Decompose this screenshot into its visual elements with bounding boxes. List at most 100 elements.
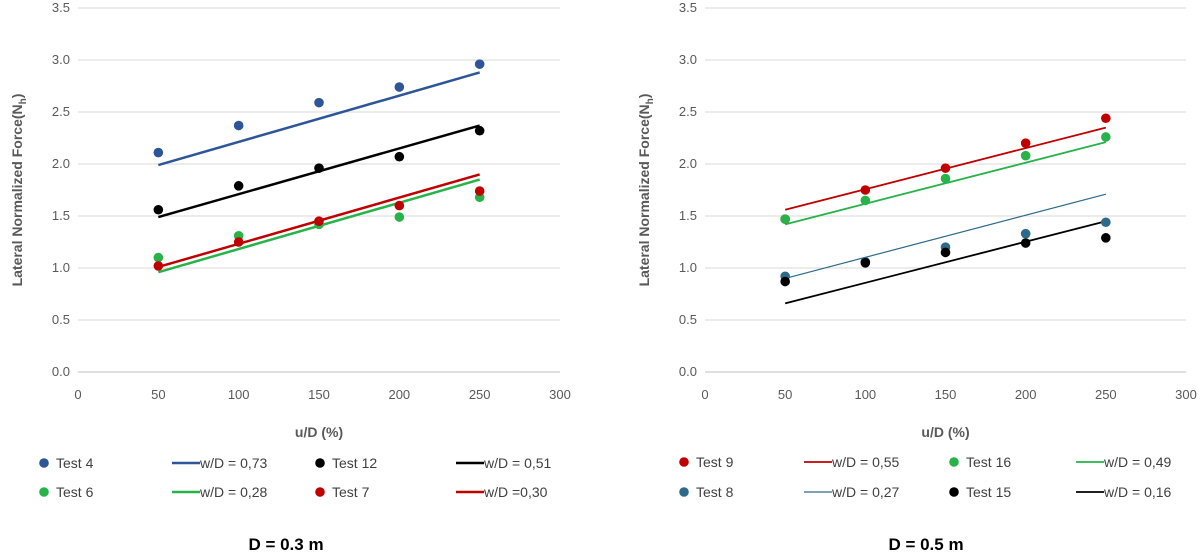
legend-label: w/D = 0,28 [199, 484, 268, 500]
x-tick-label: 0 [74, 387, 81, 402]
data-point [1020, 138, 1031, 148]
data-point [860, 195, 871, 206]
data-point [1020, 228, 1031, 239]
data-point [394, 200, 405, 211]
data-point [860, 258, 871, 268]
legend-marker [39, 458, 49, 468]
y-axis-label-main: Lateral Normalized Force(N [636, 104, 652, 286]
legend-label: w/D = 0,27 [831, 484, 900, 500]
y-tick-label: 1.5 [52, 208, 70, 223]
legend-label: w/D = 0,51 [483, 455, 552, 471]
x-axis-label: u/D (%) [921, 424, 969, 440]
x-tick-label: 150 [935, 387, 957, 402]
legend-marker [679, 487, 689, 497]
legend-label: Test 7 [332, 484, 370, 500]
x-tick-label: 300 [549, 387, 571, 402]
data-point [1101, 233, 1111, 243]
legend-label: Test 16 [966, 454, 1011, 470]
x-tick-label: 200 [1015, 387, 1037, 402]
legend-marker [39, 487, 49, 497]
data-point [1020, 150, 1031, 161]
legend-marker [679, 457, 689, 467]
legend-label: Test 9 [696, 454, 734, 470]
data-point [233, 181, 244, 191]
data-point [314, 163, 324, 173]
legend-marker [315, 458, 325, 468]
y-tick-label: 0.0 [52, 364, 70, 379]
legend-label: w/D =0,30 [483, 484, 548, 500]
data-point [314, 216, 324, 226]
legend-label: Test 8 [696, 484, 734, 500]
data-point [233, 120, 244, 131]
x-tick-label: 50 [778, 387, 792, 402]
y-tick-label: 2.0 [679, 156, 697, 171]
x-tick-label: 100 [228, 387, 250, 402]
legend-label: Test 15 [966, 484, 1011, 500]
data-point [474, 186, 485, 196]
y-axis-label-close: ) [636, 94, 652, 99]
data-point [780, 276, 790, 287]
trendline [785, 193, 1106, 279]
y-tick-label: 0.5 [679, 312, 697, 327]
data-point [940, 173, 951, 184]
data-point [1020, 238, 1031, 248]
trendline [157, 71, 481, 167]
legend-label: w/D = 0,16 [1103, 484, 1172, 500]
data-point [940, 163, 951, 173]
data-point [394, 212, 405, 222]
data-point [394, 151, 405, 162]
y-tick-label: 1.0 [679, 260, 697, 275]
x-tick-label: 0 [701, 387, 708, 402]
legend-marker [949, 457, 959, 467]
y-axis-label: Lateral Normalized Force(Nh) [9, 94, 29, 287]
chart-caption: D = 0.5 m [888, 535, 963, 554]
data-point [153, 204, 164, 215]
x-tick-label: 50 [151, 387, 165, 402]
x-tick-label: 100 [854, 387, 876, 402]
y-axis-label-main: Lateral Normalized Force(N [9, 104, 25, 286]
chart-panel-1: 0.0 0.5 1.0 1.5 2.0 2.5 3.0 3.5 0 50 100 150 200 250 3… [9, 0, 571, 554]
data-point [474, 59, 485, 69]
y-tick-label: 3.0 [52, 52, 70, 67]
y-tick-label: 0.5 [52, 312, 70, 327]
y-tick-label: 0.0 [679, 364, 697, 379]
x-axis-label: u/D (%) [295, 424, 343, 440]
legend-marker [949, 487, 959, 497]
y-axis-label-subscript: h [645, 98, 656, 104]
data-point [940, 247, 951, 258]
legend-label: Test 4 [56, 455, 94, 471]
data-point [153, 252, 164, 263]
y-axis-label: Lateral Normalized Force(Nh) [636, 94, 656, 287]
y-axis-label-close: ) [9, 94, 25, 99]
data-point [1101, 217, 1111, 228]
trendline [784, 220, 1107, 305]
y-tick-label: 2.0 [52, 156, 70, 171]
y-axis-label-subscript: h [18, 98, 29, 104]
x-tick-label: 250 [469, 387, 491, 402]
data-point [153, 261, 164, 271]
data-point [1101, 113, 1111, 124]
legend-label: Test 12 [332, 455, 377, 471]
legend-label: Test 6 [56, 484, 94, 500]
y-tick-label: 1.5 [679, 208, 697, 223]
x-tick-label: 300 [1175, 387, 1197, 402]
data-point [780, 214, 790, 224]
data-point [233, 237, 244, 247]
y-tick-label: 3.5 [52, 0, 70, 15]
y-tick-label: 3.5 [679, 0, 697, 15]
chart-caption: D = 0.3 m [248, 535, 323, 554]
x-tick-label: 150 [308, 387, 330, 402]
legend-label: w/D = 0,73 [199, 455, 268, 471]
legend-label: w/D = 0,49 [1103, 454, 1172, 470]
y-tick-label: 2.5 [679, 104, 697, 119]
legend-marker [315, 487, 325, 497]
data-point [860, 185, 871, 195]
y-tick-label: 3.0 [679, 52, 697, 67]
data-point [1101, 132, 1111, 142]
y-tick-label: 1.0 [52, 260, 70, 275]
legend-label: w/D = 0,55 [831, 454, 900, 470]
y-tick-label: 2.5 [52, 104, 70, 119]
x-tick-label: 250 [1095, 387, 1117, 402]
data-point [314, 97, 324, 108]
